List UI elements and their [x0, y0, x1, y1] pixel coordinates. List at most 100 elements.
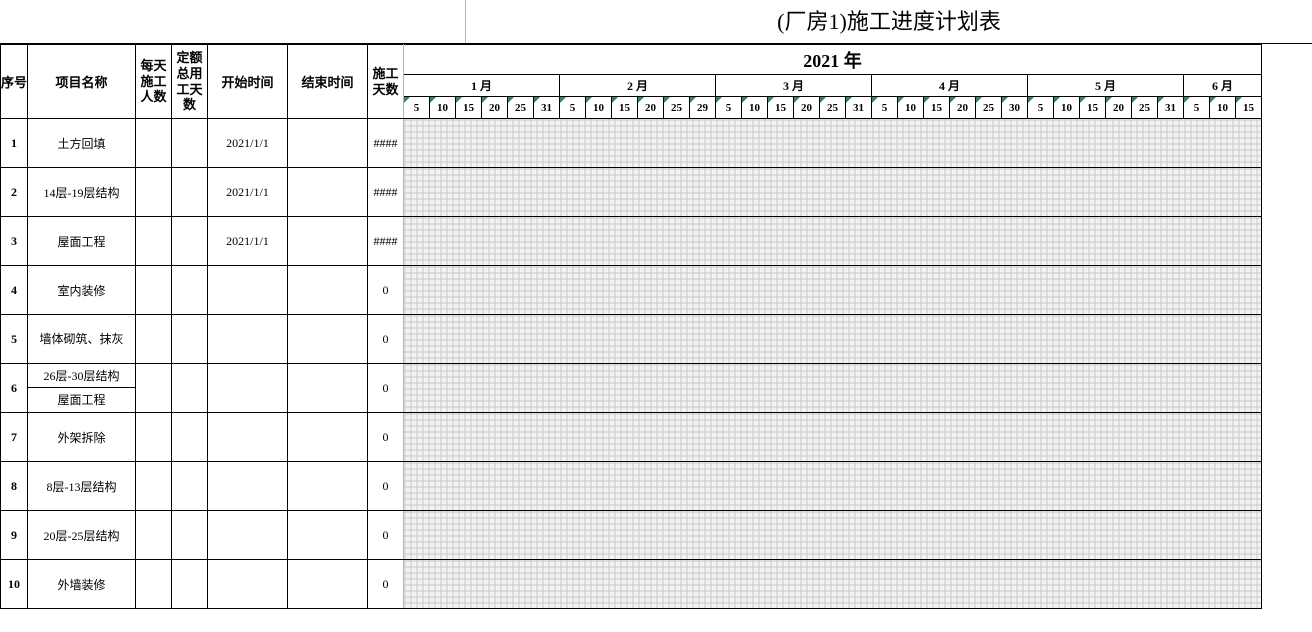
cell-start: [208, 413, 288, 462]
cell-end: [288, 560, 368, 609]
cell-start: 2021/1/1: [208, 119, 288, 168]
header-day: 20: [794, 97, 820, 119]
header-month: 4 月: [872, 75, 1028, 97]
header-month: 3 月: [716, 75, 872, 97]
table-row: 4室内装修0: [1, 266, 1262, 315]
cell-daily-workers: [136, 217, 172, 266]
header-year: 2021 年: [404, 45, 1262, 75]
cell-seq: 3: [1, 217, 28, 266]
cell-seq: 4: [1, 266, 28, 315]
header-day: 31: [1158, 97, 1184, 119]
header-daily_workers: 每天施工人数: [136, 45, 172, 119]
header-day: 5: [1028, 97, 1054, 119]
cell-daily-workers: [136, 462, 172, 511]
cell-name: 室内装修: [28, 266, 136, 315]
header-day: 31: [534, 97, 560, 119]
header-day: 15: [1080, 97, 1106, 119]
cell-duration: 0: [368, 413, 404, 462]
table-row: 7外架拆除0: [1, 413, 1262, 462]
header-day: 5: [1184, 97, 1210, 119]
cell-duration: ####: [368, 217, 404, 266]
cell-seq: 2: [1, 168, 28, 217]
table-row: 3屋面工程2021/1/1####: [1, 217, 1262, 266]
header-quota_days: 定额总用工天数: [172, 45, 208, 119]
gantt-cell: [404, 119, 1262, 168]
table-row: 920层-25层结构0: [1, 511, 1262, 560]
cell-quota-days: [172, 168, 208, 217]
table-row: 88层-13层结构0: [1, 462, 1262, 511]
cell-end: [288, 364, 368, 413]
gantt-cell: [404, 511, 1262, 560]
table-row: 1土方回填2021/1/1####: [1, 119, 1262, 168]
cell-daily-workers: [136, 119, 172, 168]
title-row: (厂房1)施工进度计划表: [0, 0, 1312, 44]
header-day: 20: [1106, 97, 1132, 119]
cell-seq: 1: [1, 119, 28, 168]
cell-quota-days: [172, 315, 208, 364]
cell-end: [288, 315, 368, 364]
header-day: 20: [950, 97, 976, 119]
cell-name: 墙体砌筑、抹灰: [28, 315, 136, 364]
cell-quota-days: [172, 560, 208, 609]
cell-daily-workers: [136, 168, 172, 217]
table-row: 214层-19层结构 2021/1/1 ####: [1, 168, 1262, 217]
cell-seq: 6: [1, 364, 28, 413]
schedule-table: 序号项目名称每天施工人数定额总用工天数开始时间结束时间施工天数2021 年 1 …: [0, 44, 1262, 609]
cell-end: [288, 511, 368, 560]
cell-daily-workers: [136, 315, 172, 364]
cell-name: 外墙装修: [28, 560, 136, 609]
header-seq: 序号: [1, 45, 28, 119]
header-day: 15: [924, 97, 950, 119]
cell-duration: 0: [368, 364, 404, 413]
header-day: 25: [1132, 97, 1158, 119]
header-day: 25: [664, 97, 690, 119]
header-month: 6 月: [1184, 75, 1262, 97]
header-day: 5: [560, 97, 586, 119]
cell-daily-workers: [136, 511, 172, 560]
cell-start: [208, 364, 288, 413]
header-day: 15: [768, 97, 794, 119]
cell-name: 屋面工程: [28, 217, 136, 266]
cell-seq: 9: [1, 511, 28, 560]
header-day: 20: [482, 97, 508, 119]
header-name: 项目名称: [28, 45, 136, 119]
header-day: 25: [976, 97, 1002, 119]
gantt-cell: [404, 462, 1262, 511]
title-left-blank: [0, 0, 466, 43]
cell-daily-workers: [136, 266, 172, 315]
cell-duration: 0: [368, 315, 404, 364]
cell-seq: 8: [1, 462, 28, 511]
cell-start: [208, 315, 288, 364]
cell-quota-days: [172, 217, 208, 266]
page-title: (厂房1)施工进度计划表: [466, 0, 1312, 43]
table-row: 626层-30层结构屋面工程0: [1, 364, 1262, 413]
header-day: 10: [898, 97, 924, 119]
cell-duration: 0: [368, 462, 404, 511]
cell-end: [288, 462, 368, 511]
gantt-cell: [404, 168, 1262, 217]
cell-seq: 10: [1, 560, 28, 609]
header-day: 5: [404, 97, 430, 119]
header-month: 5 月: [1028, 75, 1184, 97]
cell-quota-days: [172, 511, 208, 560]
cell-start: 2021/1/1: [208, 168, 288, 217]
cell-daily-workers: [136, 413, 172, 462]
cell-start: [208, 462, 288, 511]
spreadsheet: (厂房1)施工进度计划表 序号项目名称每天施工人数定额总用工天数开始时间结束时间…: [0, 0, 1312, 609]
header-end: 结束时间: [288, 45, 368, 119]
header-day: 30: [1002, 97, 1028, 119]
cell-daily-workers: [136, 560, 172, 609]
cell-quota-days: [172, 119, 208, 168]
cell-duration: ####: [368, 119, 404, 168]
cell-name: 14层-19层结构: [28, 168, 136, 217]
gantt-cell: [404, 266, 1262, 315]
cell-seq: 5: [1, 315, 28, 364]
header-day: 29: [690, 97, 716, 119]
header-day: 10: [430, 97, 456, 119]
gantt-cell: [404, 217, 1262, 266]
header-month: 2 月: [560, 75, 716, 97]
cell-end: [288, 266, 368, 315]
header-day: 31: [846, 97, 872, 119]
cell-duration: ####: [368, 168, 404, 217]
cell-end: [288, 119, 368, 168]
